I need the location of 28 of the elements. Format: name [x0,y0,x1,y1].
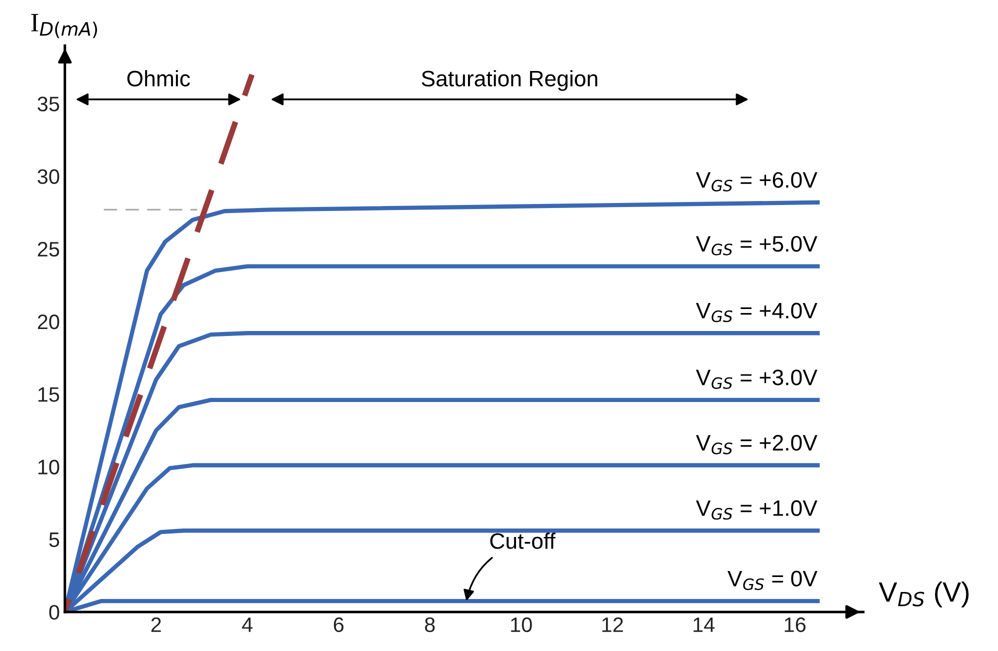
x-tick-label: 16 [784,617,806,632]
series-label: V$_{GS}$ = +3.0V [696,370,818,389]
y-tick-label: 25 [38,242,60,257]
series-label: V$_{GS}$ = 0V [728,570,818,590]
y-tick-label: 35 [38,96,60,112]
y-tick-label: 30 [38,169,60,184]
series-label: V$_{GS}$ = +5.0V [696,236,818,256]
y-tick-label: 5 [49,532,60,548]
x-tick-label: 12 [602,617,623,632]
series-label: V$_{GS}$ = +4.0V [696,302,818,322]
x-tick-label: 2 [151,617,161,632]
annotation: Cut-off [490,532,556,549]
x-tick-label: 10 [511,617,532,632]
x-tick-label: 4 [242,618,253,632]
y-tick-label: 0 [49,604,60,620]
y-tick-label: 20 [38,314,60,330]
y-tick-label: 15 [38,387,60,402]
x-tick-label: 6 [334,617,344,632]
x-tick-label: 14 [694,618,715,632]
annotation: Ohmic [127,70,190,86]
y-axis-title: I$_{D(mA)}$ [31,14,98,38]
x-tick-label: 8 [424,617,435,632]
series-label: V$_{GS}$ = +1.0V [696,500,818,520]
y-tick-label: 10 [38,460,60,474]
annotation: Saturation Region [422,70,598,91]
series-label: V$_{GS}$ = +2.0V [696,434,818,454]
x-axis-title: V$_{DS}$ (V) [878,581,969,608]
series-label: V$_{GS}$ = +6.0V [696,172,818,192]
